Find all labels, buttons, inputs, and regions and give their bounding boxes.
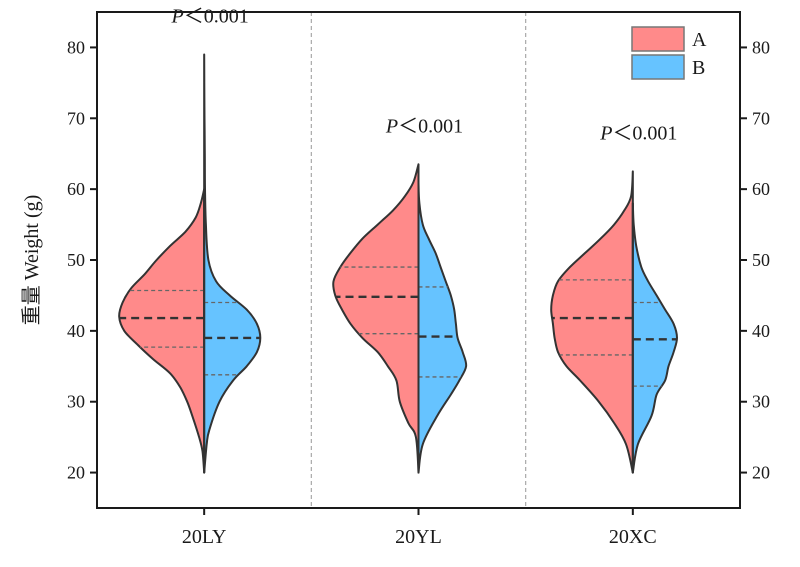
y-tick-label-right: 70 — [752, 108, 770, 128]
p-threshold: ＜0.001 — [612, 123, 677, 145]
legend: AB — [631, 26, 707, 80]
y-tick-label-right: 50 — [752, 250, 770, 270]
y-tick-label-right: 60 — [752, 179, 770, 199]
violin-half-b-20yl — [417, 181, 468, 474]
p-threshold: ＜0.001 — [398, 115, 463, 137]
y-tick-label: 60 — [67, 179, 85, 199]
violin-half-b-20ly — [203, 53, 262, 474]
violin-half-a-20yl — [332, 163, 420, 474]
y-axis-right: 20 30 40 50 60 70 80 — [740, 37, 770, 483]
p-value-label: P＜0.001 — [599, 123, 677, 145]
y-tick-label: 70 — [67, 108, 85, 128]
y-tick-label: 30 — [67, 392, 85, 412]
p-symbol: P — [385, 115, 398, 137]
y-tick-label: 80 — [67, 37, 85, 57]
x-tick-label: 20XC — [609, 526, 657, 548]
legend-label-a: A — [692, 29, 707, 51]
x-tick-label: 20LY — [182, 526, 227, 548]
y-tick-label-right: 80 — [752, 37, 770, 57]
legend-label-b: B — [692, 57, 705, 79]
p-symbol: P — [599, 123, 612, 145]
y-tick-label-right: 20 — [752, 463, 770, 483]
p-symbol: P — [171, 6, 184, 28]
p-value-label: P＜0.001 — [171, 6, 249, 28]
violin-half-b-20xc — [631, 202, 678, 474]
violins-layer — [118, 53, 678, 474]
x-tick-label: 20YL — [395, 526, 442, 548]
group-separators — [310, 12, 527, 508]
p-threshold: ＜0.001 — [184, 6, 249, 28]
p-value-label: P＜0.001 — [385, 115, 463, 137]
y-axis-left: 20 30 40 50 60 70 80 — [67, 37, 97, 483]
y-tick-label: 50 — [67, 250, 85, 270]
y-tick-label: 20 — [67, 463, 85, 483]
y-tick-label: 40 — [67, 321, 85, 341]
y-axis-title: 重量 Weight (g) — [20, 195, 43, 326]
legend-swatch-a — [631, 26, 685, 52]
x-axis: 20LY 20YL 20XC — [182, 508, 657, 548]
y-tick-label-right: 40 — [752, 321, 770, 341]
violin-half-a-20ly — [118, 188, 206, 474]
legend-swatch-b — [631, 54, 685, 80]
y-tick-label-right: 30 — [752, 392, 770, 412]
violin-half-a-20xc — [550, 170, 634, 474]
